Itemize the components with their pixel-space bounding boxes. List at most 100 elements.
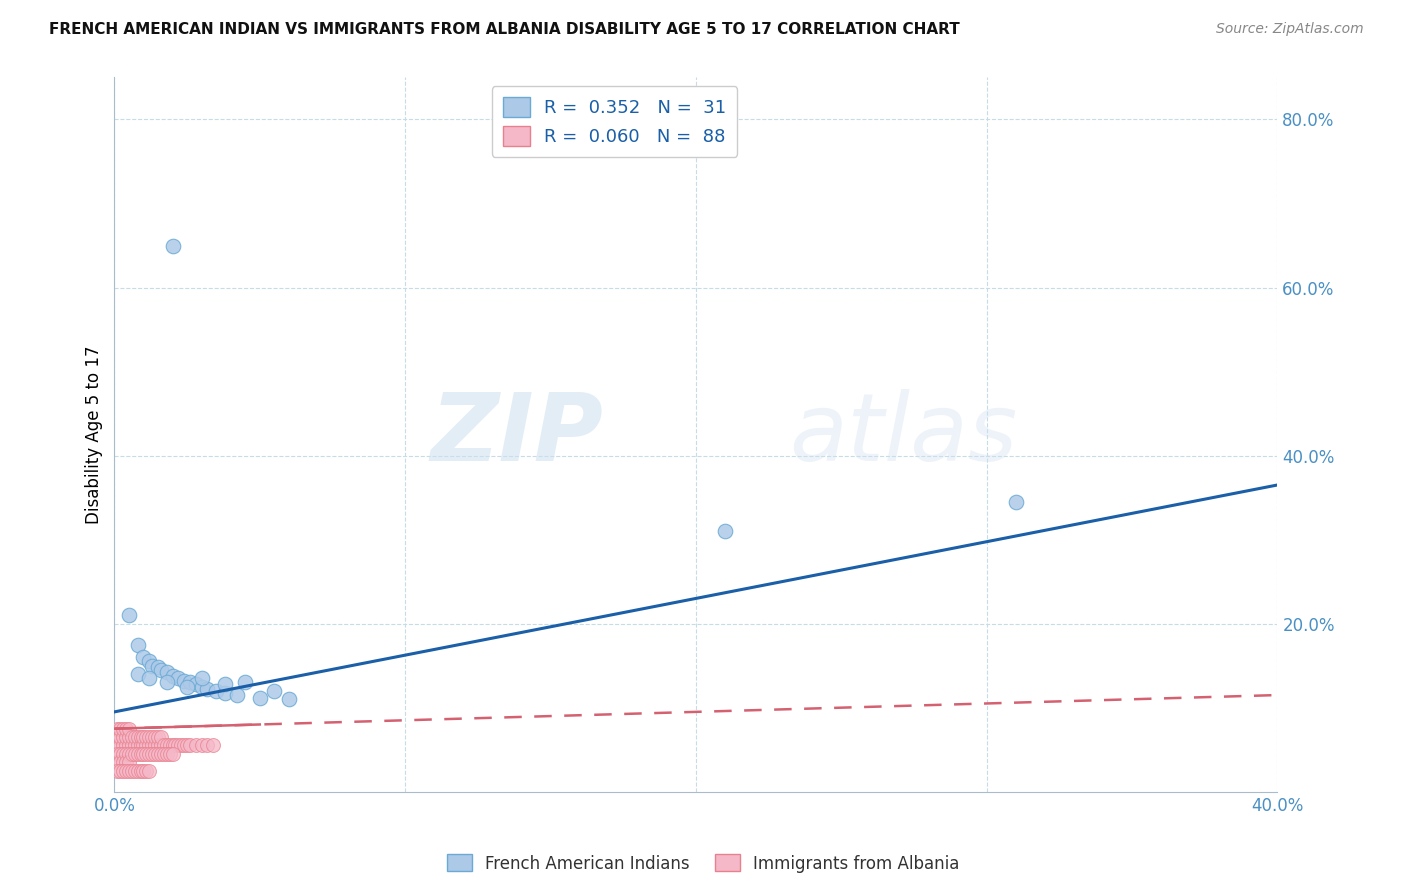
Point [121, 739, 143, 753]
Point [118, 730, 141, 744]
Point [129, 747, 152, 761]
Point [143, 739, 166, 753]
Point [176, 680, 198, 694]
Text: ZIP: ZIP [430, 389, 603, 481]
Point [132, 747, 155, 761]
Point [138, 747, 160, 761]
Point [110, 722, 132, 736]
Point [156, 747, 179, 761]
Text: Source: ZipAtlas.com: Source: ZipAtlas.com [1216, 22, 1364, 37]
Point [190, 739, 212, 753]
Point [149, 663, 172, 677]
Point [115, 764, 138, 778]
Point [143, 747, 166, 761]
Point [118, 747, 141, 761]
Point [149, 739, 172, 753]
Point [197, 682, 219, 697]
Point [112, 756, 135, 770]
Point [167, 739, 190, 753]
Point [129, 764, 152, 778]
Point [138, 730, 160, 744]
Point [205, 684, 228, 698]
Point [1004, 495, 1026, 509]
Point [127, 739, 149, 753]
Point [110, 739, 132, 753]
Point [162, 669, 184, 683]
Point [225, 688, 247, 702]
Point [112, 747, 135, 761]
Point [121, 730, 143, 744]
Point [118, 764, 141, 778]
Point [143, 730, 166, 744]
Point [167, 671, 190, 685]
Point [121, 764, 143, 778]
Point [135, 764, 157, 778]
Point [263, 684, 285, 698]
Point [153, 747, 176, 761]
Point [146, 730, 169, 744]
Point [190, 680, 212, 694]
Point [184, 739, 207, 753]
Y-axis label: Disability Age 5 to 17: Disability Age 5 to 17 [86, 345, 103, 524]
Point [132, 650, 155, 665]
Point [141, 747, 163, 761]
Point [110, 730, 132, 744]
Point [179, 739, 201, 753]
Point [124, 747, 146, 761]
Point [118, 608, 141, 623]
Point [115, 722, 138, 736]
Point [249, 690, 271, 705]
Legend: French American Indians, Immigrants from Albania: French American Indians, Immigrants from… [440, 847, 966, 880]
Point [121, 747, 143, 761]
Point [138, 764, 160, 778]
Point [138, 655, 160, 669]
Point [141, 658, 163, 673]
Point [153, 739, 176, 753]
Point [105, 739, 128, 753]
Point [149, 747, 172, 761]
Point [202, 739, 225, 753]
Point [159, 739, 181, 753]
Point [156, 739, 179, 753]
Point [127, 667, 149, 681]
Point [135, 730, 157, 744]
Point [112, 730, 135, 744]
Point [714, 524, 737, 539]
Point [138, 671, 160, 685]
Point [141, 739, 163, 753]
Point [118, 739, 141, 753]
Point [190, 671, 212, 685]
Point [110, 747, 132, 761]
Text: atlas: atlas [789, 389, 1017, 480]
Point [141, 730, 163, 744]
Point [135, 739, 157, 753]
Point [277, 692, 299, 706]
Point [156, 665, 179, 680]
Point [149, 730, 172, 744]
Point [138, 739, 160, 753]
Point [132, 764, 155, 778]
Point [173, 673, 195, 688]
Point [132, 739, 155, 753]
Point [165, 739, 187, 753]
Point [118, 756, 141, 770]
Point [233, 675, 256, 690]
Point [129, 730, 152, 744]
Point [179, 675, 201, 690]
Point [159, 747, 181, 761]
Point [110, 756, 132, 770]
Point [132, 730, 155, 744]
Point [176, 739, 198, 753]
Point [173, 739, 195, 753]
Point [124, 739, 146, 753]
Point [156, 675, 179, 690]
Point [105, 730, 128, 744]
Point [214, 677, 236, 691]
Point [127, 747, 149, 761]
Point [146, 660, 169, 674]
Point [127, 638, 149, 652]
Point [112, 739, 135, 753]
Point [115, 730, 138, 744]
Point [115, 756, 138, 770]
Point [214, 685, 236, 699]
